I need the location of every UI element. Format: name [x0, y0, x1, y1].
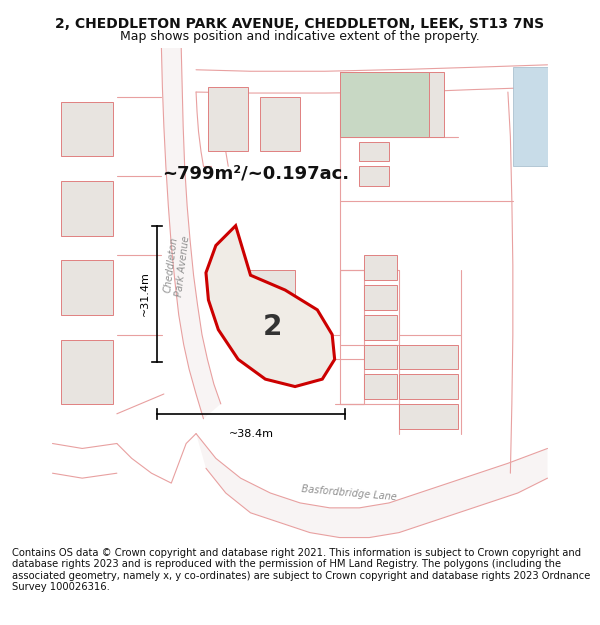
Bar — [359, 166, 389, 186]
Bar — [364, 315, 397, 339]
Text: Contains OS data © Crown copyright and database right 2021. This information is : Contains OS data © Crown copyright and d… — [12, 548, 590, 592]
Bar — [61, 339, 113, 404]
Text: ~799m²/~0.197ac.: ~799m²/~0.197ac. — [162, 165, 349, 182]
Bar — [340, 72, 443, 137]
Bar — [399, 374, 458, 399]
Bar — [208, 87, 248, 151]
Text: Map shows position and indicative extent of the property.: Map shows position and indicative extent… — [120, 30, 480, 42]
Bar — [61, 102, 113, 156]
Bar — [340, 72, 428, 137]
Polygon shape — [206, 226, 335, 387]
Bar — [513, 68, 548, 166]
Bar — [359, 141, 389, 161]
Bar — [61, 181, 113, 236]
Text: ~38.4m: ~38.4m — [229, 429, 274, 439]
Bar — [364, 285, 397, 310]
Bar — [61, 261, 113, 315]
Polygon shape — [161, 48, 221, 419]
Text: 2, CHEDDLETON PARK AVENUE, CHEDDLETON, LEEK, ST13 7NS: 2, CHEDDLETON PARK AVENUE, CHEDDLETON, L… — [55, 17, 545, 31]
Bar — [364, 374, 397, 399]
Text: Basfordbridge Lane: Basfordbridge Lane — [301, 484, 398, 502]
Bar — [260, 97, 300, 151]
Bar — [364, 344, 397, 369]
Text: 2: 2 — [263, 313, 283, 341]
Bar — [241, 270, 295, 329]
Text: ~31.4m: ~31.4m — [140, 271, 150, 316]
Polygon shape — [196, 434, 548, 538]
Bar — [364, 256, 397, 280]
Text: Cheddleton
Park Avenue: Cheddleton Park Avenue — [163, 234, 191, 297]
Bar — [399, 344, 458, 369]
Bar — [399, 404, 458, 429]
